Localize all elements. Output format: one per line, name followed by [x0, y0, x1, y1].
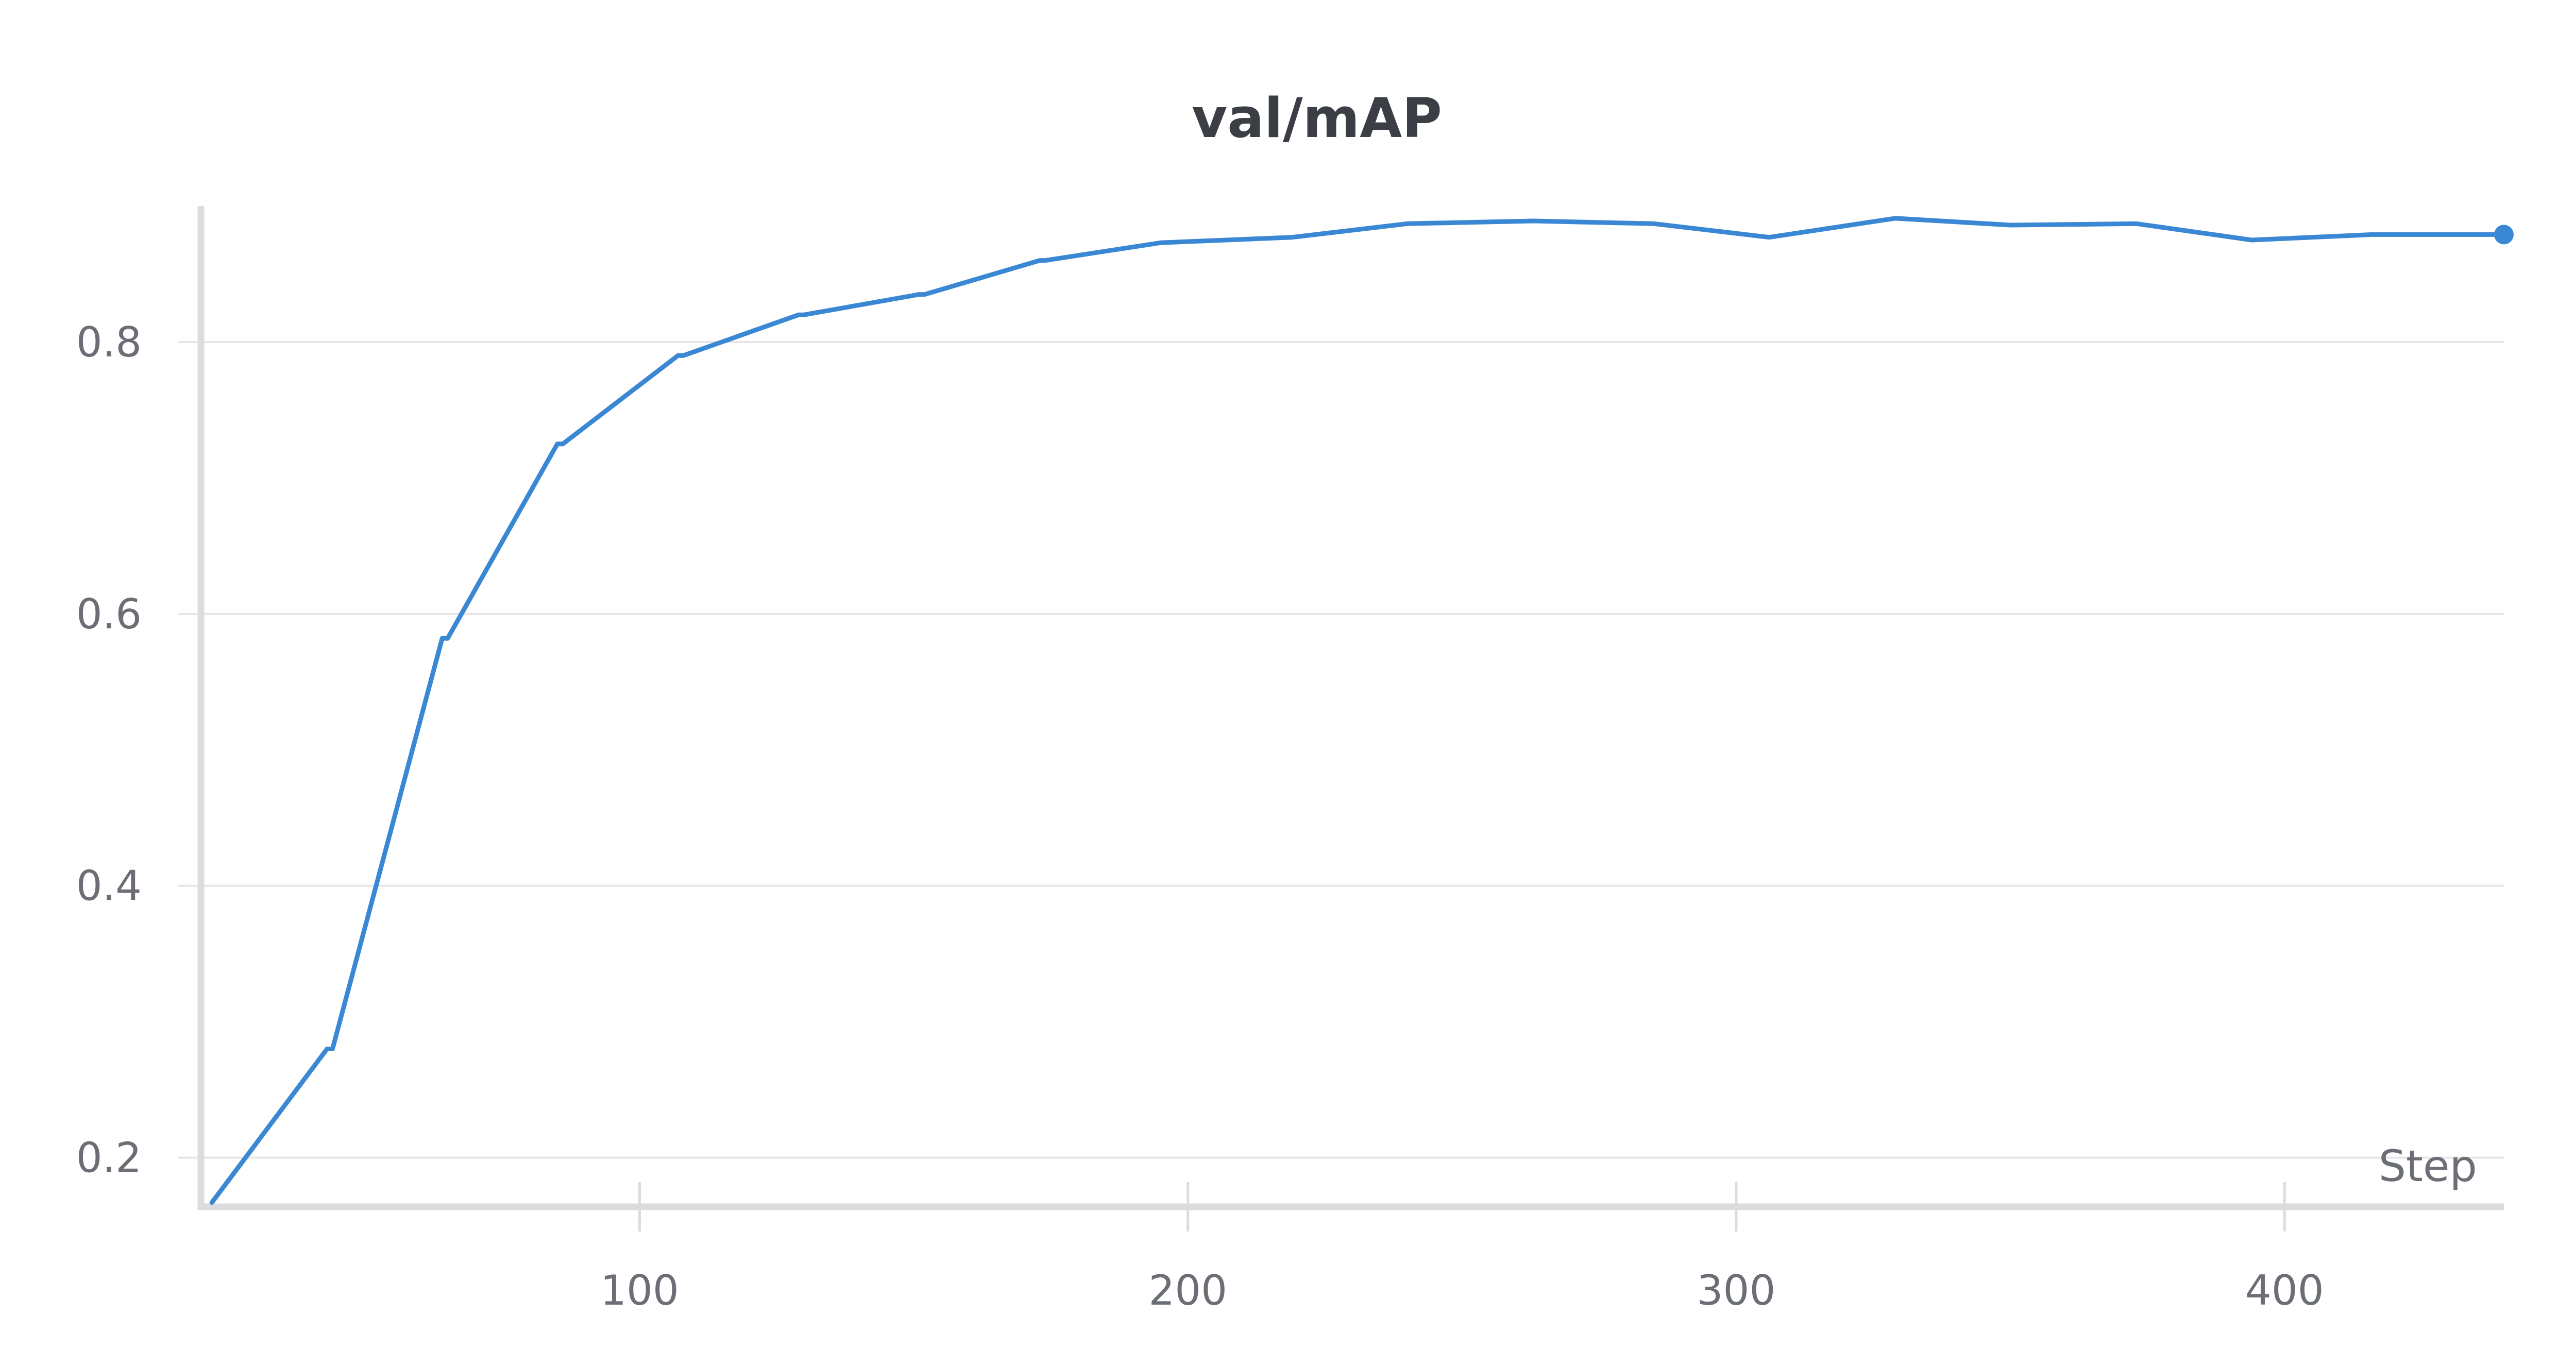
y-tick-labels: 0.2 0.4 0.6 0.8 — [76, 318, 142, 1182]
y-tick-label: 0.6 — [76, 590, 142, 638]
chart-title: val/mAP — [1192, 87, 1442, 150]
x-tick-label: 100 — [600, 1267, 679, 1314]
y-tick-label: 0.8 — [76, 318, 142, 366]
y-tick-label: 0.2 — [76, 1134, 142, 1182]
x-tick-labels: 100 200 300 400 — [600, 1267, 2324, 1314]
series-end-point — [2494, 225, 2514, 245]
x-axis-label: Step — [2379, 1141, 2477, 1191]
x-tick-label: 400 — [2245, 1267, 2324, 1314]
grid-lines — [178, 340, 2504, 1159]
series-layer — [209, 216, 2514, 1205]
x-tick-label: 300 — [1697, 1267, 1776, 1314]
y-tick-label: 0.4 — [76, 862, 142, 910]
x-tick-label: 200 — [1148, 1267, 1227, 1314]
axes — [197, 206, 2504, 1232]
series-line — [209, 216, 2506, 1205]
